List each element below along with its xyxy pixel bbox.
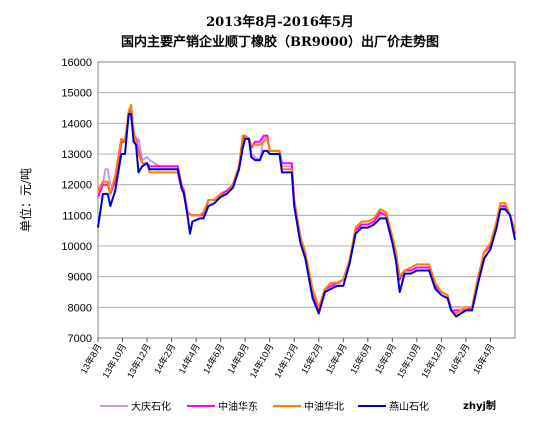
y-tick-label: 10000 [61,241,92,253]
legend-item: 中油华北 [273,400,344,413]
legend-label: 大庆石化 [131,400,171,413]
plot-area [97,61,516,339]
x-tick-label: 13年8月 [78,342,104,376]
y-tick-label: 8000 [68,302,92,314]
x-tick-label: 14年10月 [247,342,276,380]
y-axis-ticks: 16000 15000 14000 13000 12000 11000 10000 9000 8… [61,57,92,345]
legend-label: 中油华东 [218,400,258,413]
x-tick-label: 15年2月 [298,342,324,376]
x-tick-label: 14年6月 [200,342,226,376]
legend: 大庆石化 中油华东 中油华北 燕山石化 [100,400,429,413]
x-tick-label: 15年12月 [419,342,448,380]
y-tick-label: 14000 [61,118,92,130]
x-tick-label: 15年10月 [394,342,423,380]
chart-subtitle: 国内主要产销企业顺丁橡胶（BR9000）出厂价走势图 [121,34,439,50]
x-tick-label: 14年2月 [151,342,177,376]
y-tick-label: 15000 [61,88,92,100]
y-tick-label: 16000 [61,57,92,69]
x-tick-label: 13年12月 [124,342,153,380]
x-tick-label: 15年6月 [348,342,374,376]
y-tick-label: 11000 [62,210,92,222]
x-tick-label: 14年12月 [271,342,300,380]
series-line-3 [97,113,516,318]
x-tick-label: 13年10月 [100,342,129,380]
legend-label: 燕山石化 [389,400,429,413]
x-tick-label: 15年8月 [372,342,398,376]
x-tick-label: 14年4月 [176,342,202,376]
x-tick-label: 16年2月 [446,342,472,376]
y-axis-label: 单位：元/吨 [18,168,33,232]
x-tick-label: 15年4月 [323,342,349,376]
y-tick-label: 7000 [68,333,92,345]
legend-label: 中油华北 [304,400,344,413]
y-tick-label: 13000 [61,149,92,161]
x-tick-label: 14年8月 [225,342,251,376]
series-lines [97,103,516,318]
legend-item: 燕山石化 [358,400,429,413]
y-tick-label: 12000 [61,180,92,192]
chart-title: 2013年8月-2016年5月 [206,14,354,30]
legend-item: 中油华东 [187,400,258,413]
legend-item: 大庆石化 [100,400,171,413]
gridlines [98,92,515,308]
watermark: zhyj制 [463,399,496,412]
x-tick-label: 16年4月 [470,342,496,376]
y-tick-label: 9000 [68,272,92,284]
